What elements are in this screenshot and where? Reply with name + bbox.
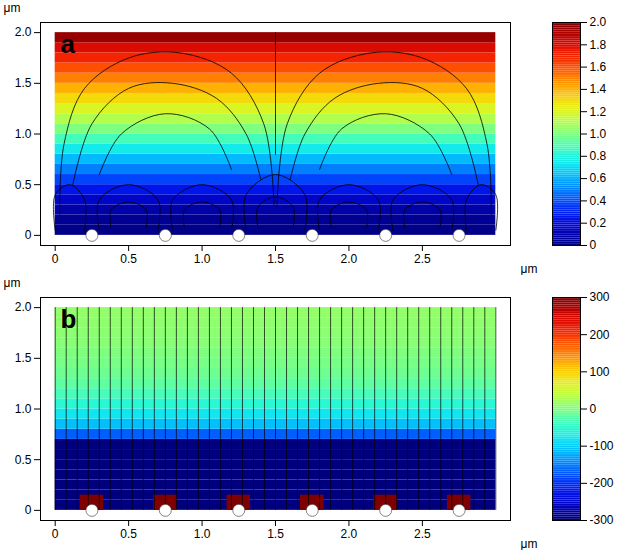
svg-text:a: a <box>61 29 76 59</box>
svg-text:0: 0 <box>25 228 32 242</box>
svg-text:-100: -100 <box>590 439 614 453</box>
svg-text:1.0: 1.0 <box>15 402 32 416</box>
svg-text:1.0: 1.0 <box>590 127 607 141</box>
svg-text:1.0: 1.0 <box>194 252 211 266</box>
svg-text:0.5: 0.5 <box>120 252 137 266</box>
svg-text:2.5: 2.5 <box>414 527 431 541</box>
svg-text:2.0: 2.0 <box>15 300 32 314</box>
svg-text:0: 0 <box>590 238 597 252</box>
svg-text:0: 0 <box>590 402 597 416</box>
svg-text:2.5: 2.5 <box>414 252 431 266</box>
svg-text:100: 100 <box>590 365 610 379</box>
svg-text:0.4: 0.4 <box>590 194 607 208</box>
svg-text:1.8: 1.8 <box>590 38 607 52</box>
svg-text:1.5: 1.5 <box>15 76 32 90</box>
svg-text:μm: μm <box>521 537 538 551</box>
svg-text:1.6: 1.6 <box>590 60 607 74</box>
svg-text:1.2: 1.2 <box>590 105 607 119</box>
svg-text:1.5: 1.5 <box>267 252 284 266</box>
svg-text:1.5: 1.5 <box>267 527 284 541</box>
svg-text:-200: -200 <box>590 476 614 490</box>
svg-text:200: 200 <box>590 328 610 342</box>
svg-text:2.0: 2.0 <box>590 15 607 29</box>
svg-text:0: 0 <box>25 503 32 517</box>
svg-text:μm: μm <box>4 276 21 290</box>
svg-text:0: 0 <box>52 252 59 266</box>
svg-text:0.2: 0.2 <box>590 216 607 230</box>
svg-text:0.8: 0.8 <box>590 149 607 163</box>
svg-text:2.0: 2.0 <box>15 25 32 39</box>
svg-text:2.0: 2.0 <box>341 527 358 541</box>
svg-text:1.0: 1.0 <box>194 527 211 541</box>
svg-text:0.5: 0.5 <box>15 178 32 192</box>
svg-text:0.5: 0.5 <box>15 453 32 467</box>
svg-text:1.5: 1.5 <box>15 351 32 365</box>
svg-text:-300: -300 <box>590 513 614 527</box>
svg-text:2.0: 2.0 <box>341 252 358 266</box>
svg-text:300: 300 <box>590 290 610 304</box>
svg-text:0: 0 <box>52 527 59 541</box>
svg-text:0.5: 0.5 <box>120 527 137 541</box>
svg-text:b: b <box>61 304 77 334</box>
svg-text:μm: μm <box>4 1 21 15</box>
svg-text:0.6: 0.6 <box>590 171 607 185</box>
svg-text:μm: μm <box>521 262 538 276</box>
svg-text:1.0: 1.0 <box>15 127 32 141</box>
svg-text:1.4: 1.4 <box>590 82 607 96</box>
